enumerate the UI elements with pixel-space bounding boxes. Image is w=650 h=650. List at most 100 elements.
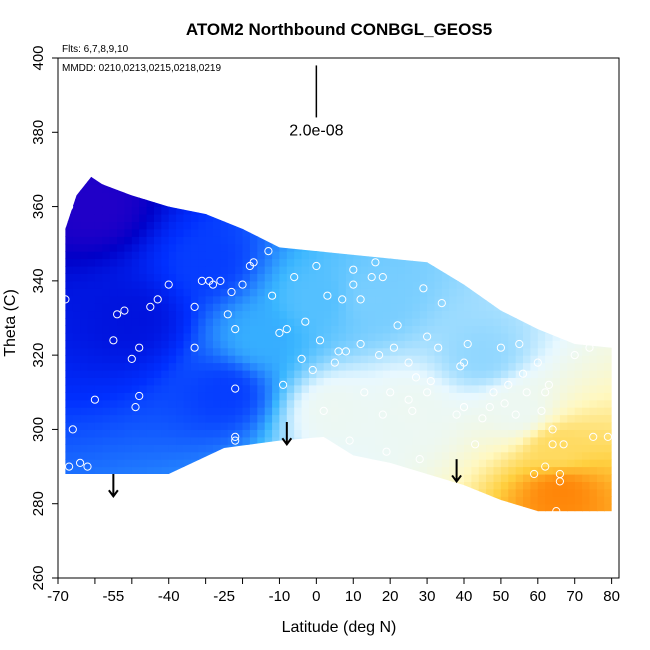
- heatmap-cell: [412, 273, 421, 282]
- heatmap-cell: [286, 318, 295, 326]
- sample-point: [589, 432, 598, 441]
- heatmap-cell: [65, 384, 66, 393]
- heatmap-cell: [567, 280, 576, 289]
- heatmap-cell: [176, 407, 185, 416]
- heatmap-cell: [161, 199, 170, 208]
- heatmap-cell: [323, 451, 332, 460]
- heatmap-cell: [132, 511, 140, 519]
- heatmap-cell: [559, 429, 568, 438]
- heatmap-cell: [382, 318, 391, 326]
- heatmap-cell: [117, 466, 126, 475]
- heatmap-cell: [338, 407, 347, 416]
- heatmap-cell: [139, 206, 148, 215]
- heatmap-cell: [235, 392, 244, 401]
- heatmap-cell: [205, 340, 214, 349]
- heatmap-cell: [264, 362, 273, 371]
- heatmap-cell: [309, 221, 317, 230]
- heatmap-cell: [249, 488, 258, 497]
- heatmap-cell: [596, 221, 605, 230]
- heatmap-cell: [80, 340, 89, 349]
- heatmap-cell: [397, 221, 406, 230]
- heatmap-cell: [612, 511, 620, 519]
- heatmap-cell: [375, 481, 384, 490]
- heatmap-cell: [397, 206, 406, 215]
- heatmap-cell: [464, 288, 472, 297]
- heatmap-cell: [345, 474, 354, 482]
- heatmap-cell: [102, 214, 111, 222]
- heatmap-cell: [397, 176, 406, 178]
- heatmap-cell: [582, 488, 591, 497]
- heatmap-cell: [390, 266, 399, 274]
- heatmap-cell: [559, 377, 568, 386]
- heatmap-cell: [353, 414, 362, 423]
- heatmap-cell: [530, 266, 539, 274]
- heatmap-cell: [190, 414, 199, 423]
- sample-point: [548, 440, 557, 449]
- heatmap-cell: [397, 347, 406, 356]
- heatmap-cell: [567, 176, 576, 178]
- heatmap-cell: [596, 251, 605, 260]
- heatmap-cell: [220, 474, 229, 482]
- heatmap-cell: [220, 347, 229, 356]
- heatmap-cell: [397, 451, 406, 460]
- heatmap-cell: [205, 466, 214, 475]
- heatmap-cell: [323, 236, 332, 245]
- heatmap-cell: [213, 444, 221, 453]
- heatmap-cell: [124, 340, 133, 349]
- heatmap-cell: [404, 303, 413, 312]
- heatmap-cell: [235, 176, 244, 185]
- heatmap-cell: [375, 206, 384, 215]
- heatmap-cell: [272, 295, 281, 304]
- heatmap-cell: [117, 422, 126, 430]
- heatmap-cell: [500, 221, 509, 230]
- heatmap-cell: [508, 474, 517, 482]
- heatmap-cell: [87, 266, 96, 274]
- heatmap-cell: [345, 384, 354, 393]
- heatmap-cell: [154, 370, 162, 378]
- heatmap-cell: [434, 280, 443, 289]
- heatmap-cell: [574, 273, 583, 282]
- heatmap-cell: [493, 214, 502, 222]
- heatmap-cell: [596, 258, 605, 267]
- heatmap-cell: [198, 496, 207, 505]
- heatmap-cell: [589, 325, 598, 334]
- heatmap-cell: [353, 347, 362, 356]
- heatmap-cell: [235, 176, 244, 178]
- heatmap-cell: [478, 414, 487, 423]
- heatmap-cell: [286, 422, 295, 430]
- heatmap-cell: [559, 488, 568, 497]
- heatmap-cell: [183, 392, 192, 401]
- heatmap-cell: [102, 503, 111, 512]
- heatmap-cell: [382, 340, 391, 349]
- heatmap-cell: [449, 191, 458, 200]
- heatmap-cell: [382, 184, 391, 193]
- heatmap-cell: [220, 496, 229, 505]
- heatmap-cell: [449, 340, 458, 349]
- heatmap-cell: [449, 444, 458, 453]
- heatmap-cell: [131, 340, 140, 349]
- heatmap-cell: [146, 251, 155, 260]
- heatmap-cell: [87, 318, 96, 326]
- heatmap-cell: [154, 221, 162, 230]
- heatmap-cell: [264, 199, 273, 208]
- heatmap-cell: [72, 451, 81, 460]
- heatmap-cell: [309, 266, 317, 274]
- heatmap-cell: [257, 384, 266, 393]
- heatmap-cell: [530, 295, 539, 304]
- heatmap-cell: [249, 436, 258, 445]
- heatmap-cell: [552, 436, 561, 445]
- heatmap-cell: [375, 199, 384, 208]
- sample-point: [61, 295, 70, 304]
- heatmap-cell: [235, 481, 244, 490]
- heatmap-cell: [404, 258, 413, 267]
- sample-point: [434, 343, 443, 352]
- heatmap-cell: [382, 347, 391, 356]
- sample-point: [570, 351, 579, 360]
- heatmap-cell: [72, 355, 81, 364]
- heatmap-cell: [434, 392, 443, 401]
- heatmap-cell: [582, 384, 591, 393]
- heatmap-cell: [567, 236, 576, 245]
- heatmap-cell: [331, 199, 340, 208]
- heatmap-cell: [368, 310, 376, 319]
- heatmap-cell: [331, 466, 340, 475]
